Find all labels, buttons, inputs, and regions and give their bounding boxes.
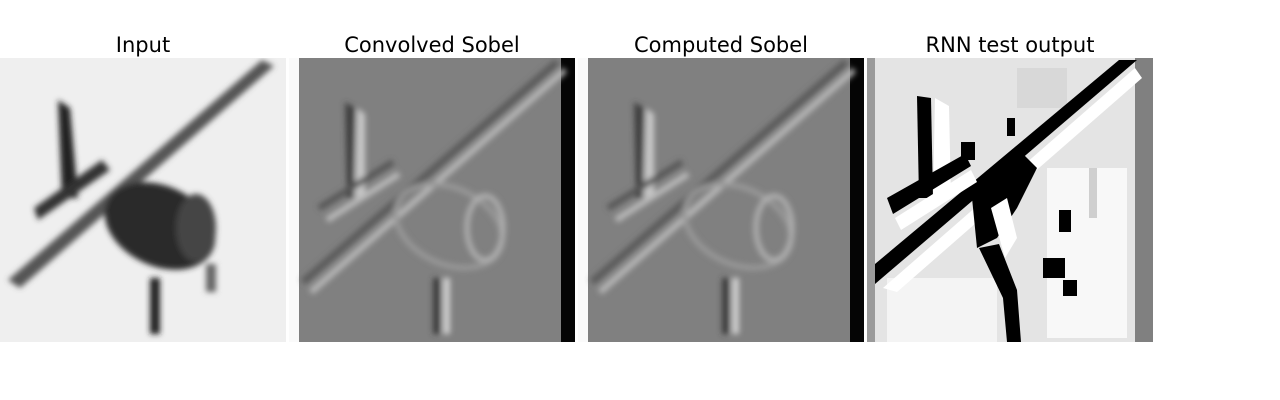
input-title: Input [115, 33, 171, 57]
computed-sobel-title: Computed Sobel [633, 33, 809, 57]
computed-sobel-image [578, 58, 864, 342]
convolved-sobel-image [289, 58, 575, 342]
input-image [0, 58, 286, 342]
rnn-output-title: RNN test output [925, 33, 1095, 57]
convolved-sobel-title: Convolved Sobel [344, 33, 520, 57]
rnn-output-image [867, 58, 1153, 342]
